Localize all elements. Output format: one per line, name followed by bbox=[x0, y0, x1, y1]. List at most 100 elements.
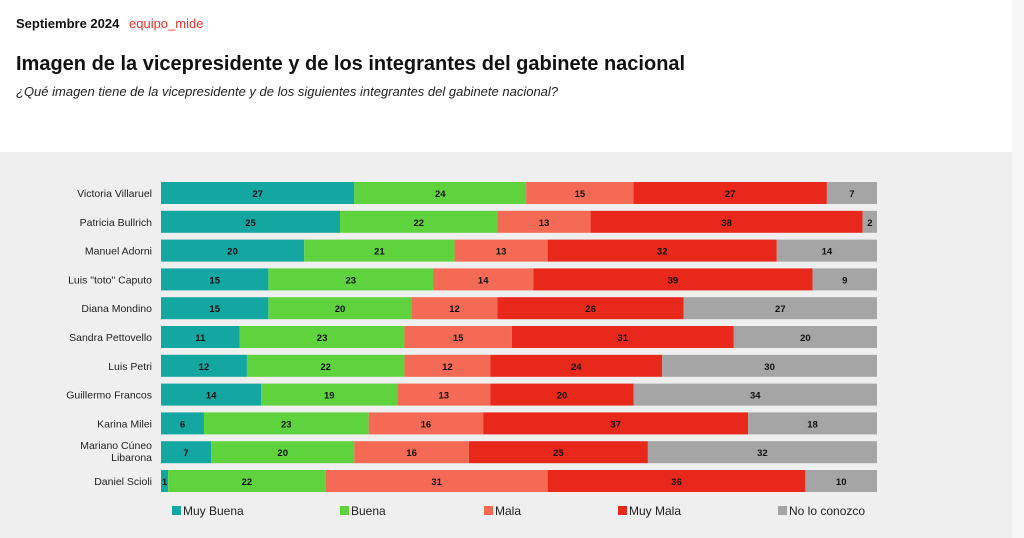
data-label: 20 bbox=[277, 448, 288, 459]
bar-segment bbox=[733, 326, 877, 348]
data-label: 13 bbox=[539, 218, 550, 229]
data-label: 2 bbox=[867, 218, 872, 229]
data-label: 9 bbox=[842, 275, 847, 286]
bar-segment bbox=[304, 239, 455, 262]
bar-segment bbox=[748, 412, 877, 435]
data-label: 12 bbox=[449, 304, 460, 315]
data-label: 32 bbox=[757, 448, 768, 459]
bar-segment bbox=[368, 412, 484, 435]
data-label: 15 bbox=[209, 304, 220, 315]
bar-segment bbox=[633, 383, 877, 406]
data-label: 38 bbox=[721, 218, 732, 229]
category-label: Sandra Pettovello bbox=[69, 332, 152, 344]
data-label: 25 bbox=[553, 448, 564, 459]
bar-segment bbox=[246, 354, 405, 377]
category-label-line: Libarona bbox=[111, 452, 152, 464]
report-date: Septiembre 2024 bbox=[16, 16, 120, 31]
bar-segment bbox=[161, 470, 169, 492]
category-label: Guillermo Francos bbox=[66, 390, 152, 402]
bar-segment bbox=[647, 441, 877, 464]
bar-segment bbox=[161, 441, 212, 464]
data-label: 1 bbox=[162, 477, 168, 488]
data-label: 7 bbox=[849, 189, 854, 200]
data-label: 15 bbox=[209, 275, 220, 286]
bar-segment bbox=[354, 182, 527, 204]
bar-segment bbox=[211, 441, 355, 464]
legend-label: No lo conozco bbox=[789, 504, 865, 518]
bar-segment bbox=[490, 383, 634, 406]
data-label: 27 bbox=[775, 304, 786, 315]
bar-segment bbox=[590, 210, 863, 233]
data-label: 25 bbox=[245, 218, 256, 229]
bar-segment bbox=[826, 182, 877, 204]
legend-swatch bbox=[778, 506, 787, 515]
data-label: 20 bbox=[335, 304, 346, 315]
bar-segment bbox=[268, 297, 412, 320]
bar-segment bbox=[325, 470, 548, 492]
bar-segment bbox=[497, 297, 684, 320]
bar-segment bbox=[203, 412, 369, 435]
bar-segment bbox=[340, 210, 498, 233]
category-label: Karina Milei bbox=[97, 418, 152, 430]
bar-segment bbox=[533, 268, 813, 291]
bar-segment bbox=[161, 412, 204, 435]
data-label: 18 bbox=[807, 419, 818, 430]
data-label: 14 bbox=[478, 275, 489, 286]
data-label: 15 bbox=[453, 333, 464, 344]
category-label: Victoria Villaruel bbox=[77, 188, 152, 200]
category-label: Luis Petri bbox=[108, 361, 152, 373]
data-label: 26 bbox=[585, 304, 596, 315]
data-label: 20 bbox=[227, 247, 238, 258]
data-label: 23 bbox=[345, 275, 356, 286]
bar-segment bbox=[547, 470, 806, 492]
chart-title: Imagen de la vicepresidente y de los int… bbox=[16, 53, 686, 75]
bar-segment bbox=[547, 239, 777, 262]
data-label: 34 bbox=[750, 391, 761, 402]
data-label: 22 bbox=[413, 218, 424, 229]
data-label: 21 bbox=[374, 247, 385, 258]
data-label: 31 bbox=[618, 333, 629, 344]
category-label: Daniel Scioli bbox=[94, 476, 152, 488]
legend-swatch bbox=[172, 506, 181, 515]
data-label: 20 bbox=[557, 391, 568, 402]
bar-segment bbox=[397, 383, 491, 406]
data-label: 12 bbox=[442, 362, 453, 373]
category-label: Mariano Cúneo Libarona bbox=[80, 440, 152, 464]
data-label: 11 bbox=[195, 333, 206, 344]
data-label: 19 bbox=[324, 391, 335, 402]
bar-segment bbox=[354, 441, 469, 464]
data-label: 10 bbox=[836, 477, 847, 488]
bar-segment bbox=[161, 268, 269, 291]
data-label: 22 bbox=[320, 362, 331, 373]
bar-segment bbox=[268, 268, 434, 291]
data-label: 37 bbox=[610, 419, 621, 430]
category-label: Luis "toto" Caputo bbox=[68, 274, 152, 286]
data-label: 16 bbox=[421, 419, 432, 430]
category-label: Patricia Bullrich bbox=[80, 217, 153, 229]
data-label: 23 bbox=[281, 419, 292, 430]
data-label: 13 bbox=[439, 391, 450, 402]
category-label-line: Mariano Cúneo bbox=[80, 440, 152, 452]
data-label: 16 bbox=[406, 448, 417, 459]
bar-segment bbox=[168, 470, 326, 492]
data-label: 22 bbox=[242, 477, 253, 488]
legend-label: Muy Buena bbox=[183, 504, 244, 518]
right-edge bbox=[1012, 0, 1024, 538]
bar-segment bbox=[511, 326, 734, 348]
bar-segment bbox=[161, 239, 305, 262]
bar-segment bbox=[454, 239, 548, 262]
bar-segment bbox=[404, 354, 491, 377]
bar-segment bbox=[161, 297, 269, 320]
legend-label: Mala bbox=[495, 504, 521, 518]
data-label: 24 bbox=[435, 189, 446, 200]
brand-name: equipo_mide bbox=[129, 16, 204, 31]
bar-segment bbox=[633, 182, 827, 204]
data-label: 31 bbox=[431, 477, 442, 488]
bar-segment bbox=[161, 210, 340, 233]
bar-segment bbox=[161, 383, 262, 406]
bar-segment bbox=[161, 182, 355, 204]
bar-segment bbox=[239, 326, 405, 348]
category-label: Diana Mondino bbox=[81, 303, 152, 315]
bar-segment bbox=[161, 326, 240, 348]
